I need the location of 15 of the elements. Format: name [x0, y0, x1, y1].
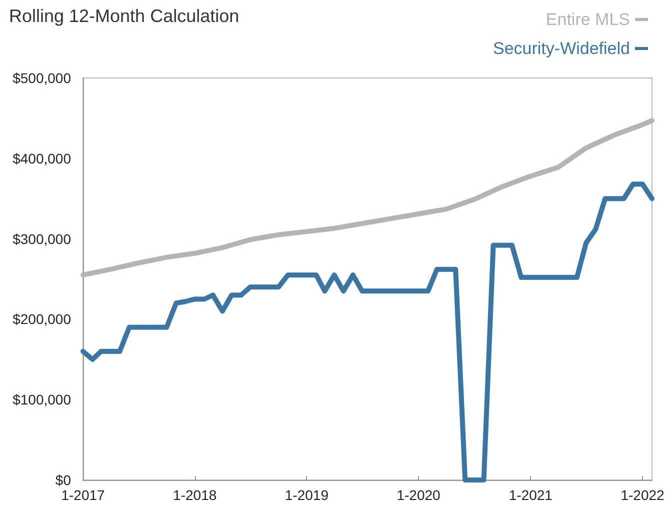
y-tick-label: $200,000 [12, 311, 72, 328]
chart-title: Rolling 12-Month Calculation [9, 6, 240, 26]
x-tick-label: 1-2021 [508, 487, 553, 503]
y-tick-label: $300,000 [12, 230, 72, 247]
y-tick-label: $500,000 [12, 70, 72, 86]
x-tick-label: 1-2018 [173, 487, 217, 503]
x-tick-label: 1-2022 [620, 487, 665, 503]
x-tick-label: 1-2020 [396, 487, 441, 503]
legend-label: Entire MLS [546, 10, 630, 29]
y-tick-label: $100,000 [12, 392, 72, 408]
x-tick-label: 1-2017 [61, 487, 106, 503]
y-tick-label: $400,000 [12, 150, 72, 166]
x-tick-label: 1-2019 [284, 487, 329, 503]
y-tick-label: $0 [55, 472, 72, 488]
legend-label: Security-Widefield [493, 39, 630, 58]
